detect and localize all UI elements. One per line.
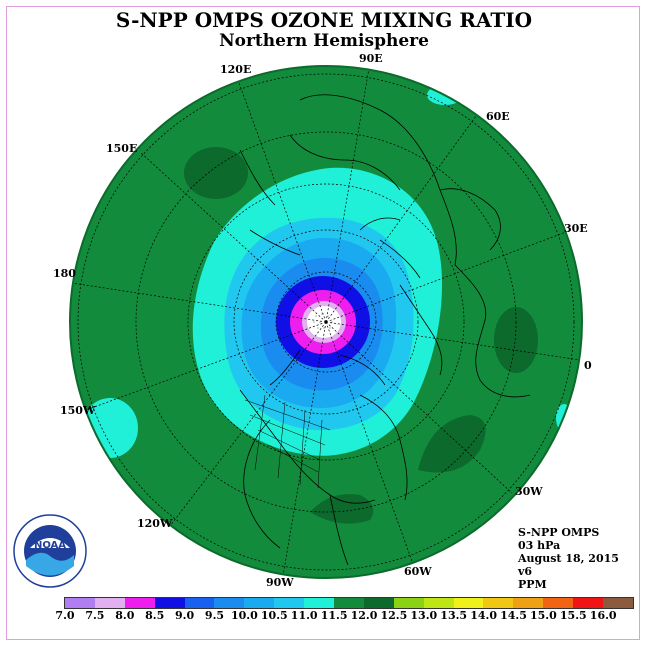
colorbar-tick-label: 11.0 — [290, 609, 318, 622]
colorbar-segment — [483, 598, 514, 608]
colorbar-segment — [304, 598, 335, 608]
colorbar-segment — [603, 598, 633, 608]
info-instrument: S-NPP OMPS — [518, 526, 600, 539]
colorbar-tick-label: 11.5 — [320, 609, 348, 622]
info-units: PPM — [518, 578, 547, 591]
colorbar-segment — [184, 598, 215, 608]
chart-subtitle: Northern Hemisphere — [219, 31, 429, 51]
colorbar-tick-label: 8.0 — [115, 609, 135, 622]
colorbar-segment — [363, 598, 394, 608]
colorbar-segment — [543, 598, 574, 608]
info-block: S-NPP OMPS 03 hPa August 18, 2015 v6 PPM — [518, 526, 619, 591]
lon-label-90w: 90W — [266, 576, 294, 589]
ozone-patch-europe — [494, 307, 538, 373]
colorbar-segment — [573, 598, 604, 608]
colorbar-tick-label: 12.0 — [350, 609, 378, 622]
lon-label-30w: 30W — [515, 485, 543, 498]
colorbar-segment — [423, 598, 454, 608]
colorbar — [64, 597, 634, 609]
chart-title: S-NPP OMPS OZONE MIXING RATIO — [115, 8, 533, 32]
colorbar-tick-label: 12.5 — [380, 609, 408, 622]
colorbar-tick-label: 15.5 — [559, 609, 587, 622]
lon-label-90e: 90E — [359, 52, 383, 65]
colorbar-tick-label: 10.0 — [230, 609, 258, 622]
lon-label-30e: 30E — [564, 222, 588, 235]
colorbar-segment — [244, 598, 275, 608]
colorbar-segment — [154, 598, 185, 608]
info-version: v6 — [518, 565, 533, 578]
lon-label-60e: 60E — [486, 110, 510, 123]
colorbar-tick-label: 7.5 — [85, 609, 105, 622]
colorbar-tick-label: 13.5 — [440, 609, 468, 622]
ozone-patch-atlantic — [418, 415, 486, 473]
colorbar-tick-label: 10.5 — [260, 609, 288, 622]
image-frame — [6, 6, 640, 640]
info-level: 03 hPa — [518, 539, 561, 552]
colorbar-tick-label: 8.5 — [145, 609, 165, 622]
colorbar-tick-label: 9.0 — [175, 609, 195, 622]
lon-label-120w: 120W — [137, 517, 173, 530]
colorbar-segment — [393, 598, 424, 608]
colorbar-segment — [453, 598, 484, 608]
graticule — [71, 67, 581, 577]
info-date: August 18, 2015 — [518, 552, 619, 565]
map-boundary — [69, 65, 583, 579]
colorbar-segment — [214, 598, 245, 608]
lon-label-120e: 120E — [220, 63, 252, 76]
colorbar-segment — [513, 598, 544, 608]
colorbar-tick-label: 14.5 — [500, 609, 527, 622]
colorbar-segment — [334, 598, 364, 608]
colorbar-tick-label: 7.0 — [55, 609, 75, 622]
lon-label-150e: 150E — [106, 142, 138, 155]
lon-label-60w: 60W — [404, 565, 432, 578]
state-boundaries — [244, 394, 331, 489]
lon-label-0: 0 — [584, 359, 592, 372]
colorbar-tick-label: 9.5 — [204, 609, 225, 622]
lon-label-150w: 150W — [60, 404, 96, 417]
lon-label-180: 180 — [53, 267, 76, 280]
colorbar-tick-label: 14.0 — [470, 609, 497, 622]
ozone-patch-pacific — [184, 147, 248, 199]
ozone-patch-caribbean — [310, 494, 374, 524]
colorbar-tick-label: 13.0 — [410, 609, 438, 622]
colorbar-tick-label: 15.0 — [529, 609, 557, 622]
noaa-logo-text: NOAA — [34, 540, 66, 551]
colorbar-segment — [65, 598, 95, 608]
colorbar-segment — [124, 598, 155, 608]
polar-no-data-dots — [313, 313, 333, 329]
colorbar-segment — [274, 598, 305, 608]
colorbar-tick-label: 16.0 — [589, 609, 617, 622]
noaa-logo: NOAA — [13, 514, 87, 588]
colorbar-segment — [94, 598, 125, 608]
